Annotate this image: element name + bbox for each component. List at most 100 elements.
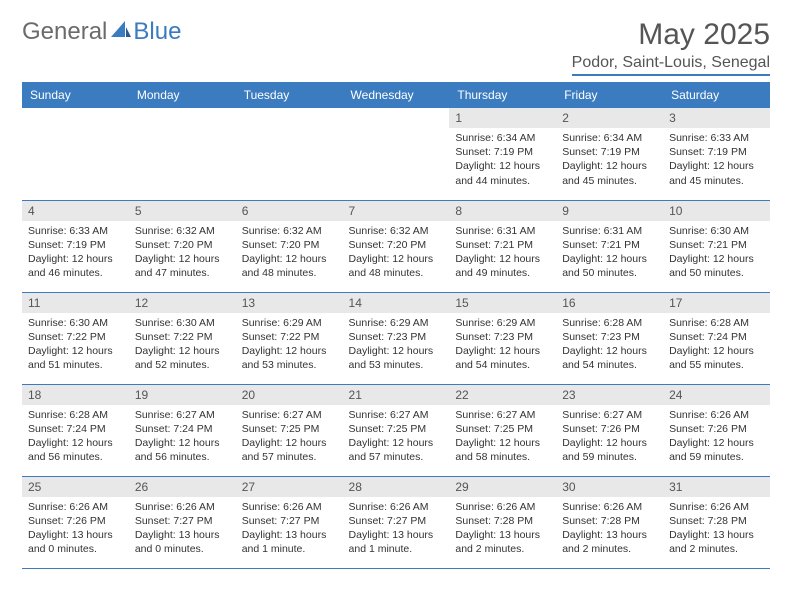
day-content: Sunrise: 6:26 AMSunset: 7:28 PMDaylight:… xyxy=(449,497,556,561)
day-number: 13 xyxy=(236,293,343,313)
day-cell: 18Sunrise: 6:28 AMSunset: 7:24 PMDayligh… xyxy=(22,384,129,476)
day-content: Sunrise: 6:27 AMSunset: 7:25 PMDaylight:… xyxy=(343,405,450,469)
day-cell: 6Sunrise: 6:32 AMSunset: 7:20 PMDaylight… xyxy=(236,200,343,292)
calendar-row: 11Sunrise: 6:30 AMSunset: 7:22 PMDayligh… xyxy=(22,292,770,384)
day-cell: 29Sunrise: 6:26 AMSunset: 7:28 PMDayligh… xyxy=(449,476,556,568)
day-cell: 10Sunrise: 6:30 AMSunset: 7:21 PMDayligh… xyxy=(663,200,770,292)
weekday-header: Sunday xyxy=(22,82,129,108)
empty-cell xyxy=(22,108,129,200)
day-content: Sunrise: 6:29 AMSunset: 7:23 PMDaylight:… xyxy=(449,313,556,377)
day-number: 21 xyxy=(343,385,450,405)
day-content: Sunrise: 6:31 AMSunset: 7:21 PMDaylight:… xyxy=(449,221,556,285)
weekday-header-row: SundayMondayTuesdayWednesdayThursdayFrid… xyxy=(22,82,770,108)
day-content: Sunrise: 6:32 AMSunset: 7:20 PMDaylight:… xyxy=(236,221,343,285)
day-cell: 28Sunrise: 6:26 AMSunset: 7:27 PMDayligh… xyxy=(343,476,450,568)
day-content: Sunrise: 6:30 AMSunset: 7:22 PMDaylight:… xyxy=(129,313,236,377)
day-cell: 4Sunrise: 6:33 AMSunset: 7:19 PMDaylight… xyxy=(22,200,129,292)
brand-part1: General xyxy=(22,18,107,46)
calendar-body: 1Sunrise: 6:34 AMSunset: 7:19 PMDaylight… xyxy=(22,108,770,568)
day-cell: 8Sunrise: 6:31 AMSunset: 7:21 PMDaylight… xyxy=(449,200,556,292)
day-cell: 27Sunrise: 6:26 AMSunset: 7:27 PMDayligh… xyxy=(236,476,343,568)
day-number: 1 xyxy=(449,108,556,128)
day-content: Sunrise: 6:26 AMSunset: 7:26 PMDaylight:… xyxy=(663,405,770,469)
day-number: 8 xyxy=(449,201,556,221)
day-cell: 5Sunrise: 6:32 AMSunset: 7:20 PMDaylight… xyxy=(129,200,236,292)
day-number: 20 xyxy=(236,385,343,405)
day-cell: 23Sunrise: 6:27 AMSunset: 7:26 PMDayligh… xyxy=(556,384,663,476)
day-number: 9 xyxy=(556,201,663,221)
calendar-table: SundayMondayTuesdayWednesdayThursdayFrid… xyxy=(22,82,770,569)
day-number: 17 xyxy=(663,293,770,313)
title-block: May 2025 Podor, Saint-Louis, Senegal xyxy=(572,18,770,76)
empty-cell xyxy=(129,108,236,200)
day-number: 23 xyxy=(556,385,663,405)
day-cell: 3Sunrise: 6:33 AMSunset: 7:19 PMDaylight… xyxy=(663,108,770,200)
day-cell: 22Sunrise: 6:27 AMSunset: 7:25 PMDayligh… xyxy=(449,384,556,476)
day-number: 10 xyxy=(663,201,770,221)
day-content: Sunrise: 6:29 AMSunset: 7:22 PMDaylight:… xyxy=(236,313,343,377)
day-cell: 26Sunrise: 6:26 AMSunset: 7:27 PMDayligh… xyxy=(129,476,236,568)
calendar-row: 4Sunrise: 6:33 AMSunset: 7:19 PMDaylight… xyxy=(22,200,770,292)
empty-cell xyxy=(343,108,450,200)
day-cell: 15Sunrise: 6:29 AMSunset: 7:23 PMDayligh… xyxy=(449,292,556,384)
day-cell: 12Sunrise: 6:30 AMSunset: 7:22 PMDayligh… xyxy=(129,292,236,384)
weekday-header: Thursday xyxy=(449,82,556,108)
day-number: 19 xyxy=(129,385,236,405)
day-number: 22 xyxy=(449,385,556,405)
page-header: General Blue May 2025 Podor, Saint-Louis… xyxy=(22,18,770,76)
day-content: Sunrise: 6:26 AMSunset: 7:27 PMDaylight:… xyxy=(129,497,236,561)
day-number: 30 xyxy=(556,477,663,497)
day-number: 26 xyxy=(129,477,236,497)
weekday-header: Saturday xyxy=(663,82,770,108)
day-cell: 20Sunrise: 6:27 AMSunset: 7:25 PMDayligh… xyxy=(236,384,343,476)
day-content: Sunrise: 6:28 AMSunset: 7:23 PMDaylight:… xyxy=(556,313,663,377)
day-number: 25 xyxy=(22,477,129,497)
day-content: Sunrise: 6:30 AMSunset: 7:22 PMDaylight:… xyxy=(22,313,129,377)
day-cell: 24Sunrise: 6:26 AMSunset: 7:26 PMDayligh… xyxy=(663,384,770,476)
calendar-row: 25Sunrise: 6:26 AMSunset: 7:26 PMDayligh… xyxy=(22,476,770,568)
weekday-header: Tuesday xyxy=(236,82,343,108)
day-cell: 1Sunrise: 6:34 AMSunset: 7:19 PMDaylight… xyxy=(449,108,556,200)
brand-logo: General Blue xyxy=(22,18,181,46)
day-content: Sunrise: 6:31 AMSunset: 7:21 PMDaylight:… xyxy=(556,221,663,285)
day-number: 28 xyxy=(343,477,450,497)
day-content: Sunrise: 6:27 AMSunset: 7:26 PMDaylight:… xyxy=(556,405,663,469)
day-cell: 31Sunrise: 6:26 AMSunset: 7:28 PMDayligh… xyxy=(663,476,770,568)
weekday-header: Monday xyxy=(129,82,236,108)
day-cell: 16Sunrise: 6:28 AMSunset: 7:23 PMDayligh… xyxy=(556,292,663,384)
calendar-head: SundayMondayTuesdayWednesdayThursdayFrid… xyxy=(22,82,770,108)
day-content: Sunrise: 6:33 AMSunset: 7:19 PMDaylight:… xyxy=(22,221,129,285)
day-content: Sunrise: 6:32 AMSunset: 7:20 PMDaylight:… xyxy=(129,221,236,285)
calendar-row: 18Sunrise: 6:28 AMSunset: 7:24 PMDayligh… xyxy=(22,384,770,476)
day-cell: 13Sunrise: 6:29 AMSunset: 7:22 PMDayligh… xyxy=(236,292,343,384)
day-content: Sunrise: 6:32 AMSunset: 7:20 PMDaylight:… xyxy=(343,221,450,285)
brand-part2: Blue xyxy=(133,18,181,46)
day-content: Sunrise: 6:26 AMSunset: 7:26 PMDaylight:… xyxy=(22,497,129,561)
day-cell: 17Sunrise: 6:28 AMSunset: 7:24 PMDayligh… xyxy=(663,292,770,384)
empty-cell xyxy=(236,108,343,200)
location-text: Podor, Saint-Louis, Senegal xyxy=(572,54,770,76)
day-cell: 7Sunrise: 6:32 AMSunset: 7:20 PMDaylight… xyxy=(343,200,450,292)
day-number: 16 xyxy=(556,293,663,313)
day-number: 14 xyxy=(343,293,450,313)
day-content: Sunrise: 6:29 AMSunset: 7:23 PMDaylight:… xyxy=(343,313,450,377)
day-content: Sunrise: 6:27 AMSunset: 7:24 PMDaylight:… xyxy=(129,405,236,469)
day-number: 6 xyxy=(236,201,343,221)
day-cell: 9Sunrise: 6:31 AMSunset: 7:21 PMDaylight… xyxy=(556,200,663,292)
day-cell: 11Sunrise: 6:30 AMSunset: 7:22 PMDayligh… xyxy=(22,292,129,384)
day-content: Sunrise: 6:34 AMSunset: 7:19 PMDaylight:… xyxy=(449,128,556,192)
day-number: 27 xyxy=(236,477,343,497)
day-number: 5 xyxy=(129,201,236,221)
day-content: Sunrise: 6:30 AMSunset: 7:21 PMDaylight:… xyxy=(663,221,770,285)
day-content: Sunrise: 6:26 AMSunset: 7:28 PMDaylight:… xyxy=(663,497,770,561)
day-content: Sunrise: 6:27 AMSunset: 7:25 PMDaylight:… xyxy=(449,405,556,469)
day-content: Sunrise: 6:26 AMSunset: 7:28 PMDaylight:… xyxy=(556,497,663,561)
weekday-header: Friday xyxy=(556,82,663,108)
day-cell: 25Sunrise: 6:26 AMSunset: 7:26 PMDayligh… xyxy=(22,476,129,568)
day-content: Sunrise: 6:26 AMSunset: 7:27 PMDaylight:… xyxy=(343,497,450,561)
day-number: 24 xyxy=(663,385,770,405)
day-content: Sunrise: 6:28 AMSunset: 7:24 PMDaylight:… xyxy=(663,313,770,377)
day-cell: 14Sunrise: 6:29 AMSunset: 7:23 PMDayligh… xyxy=(343,292,450,384)
day-content: Sunrise: 6:33 AMSunset: 7:19 PMDaylight:… xyxy=(663,128,770,192)
day-number: 29 xyxy=(449,477,556,497)
